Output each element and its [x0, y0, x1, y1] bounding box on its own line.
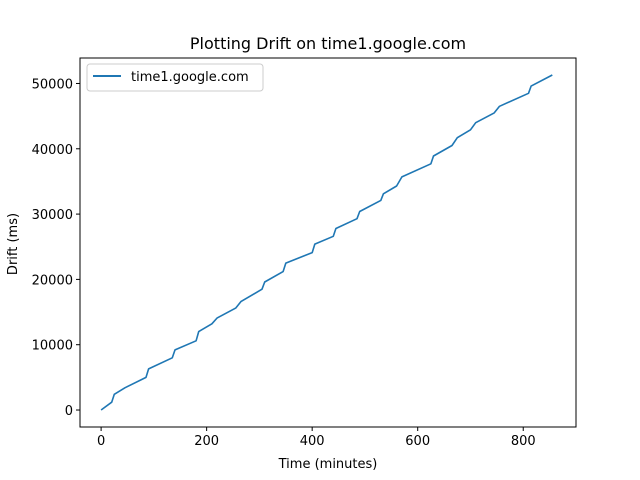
- y-tick-label: 20000: [32, 273, 73, 288]
- plot-frame: [79, 57, 577, 428]
- x-tick-label: 0: [97, 434, 105, 449]
- x-tick-label: 200: [194, 434, 219, 449]
- x-tick-label: 600: [405, 434, 430, 449]
- legend: time1.google.com: [86, 63, 264, 92]
- x-tick-label: 800: [511, 434, 536, 449]
- chart-title: Plotting Drift on time1.google.com: [190, 34, 466, 53]
- y-tick-label: 40000: [32, 143, 73, 158]
- y-tick-label: 50000: [32, 77, 73, 92]
- y-tick-label: 30000: [32, 208, 73, 223]
- plot-area: 0 200 400 600 800 0 10000 20000 30000 40000 50000: [32, 57, 577, 449]
- series-line-0: [100, 74, 553, 411]
- y-tick-label: 0: [65, 404, 73, 419]
- x-tick-label: 400: [300, 434, 325, 449]
- y-axis-label: Drift (ms): [6, 213, 21, 275]
- legend-box: [86, 63, 264, 92]
- x-axis-label: Time (minutes): [278, 457, 378, 472]
- y-tick-label: 10000: [32, 339, 73, 354]
- legend-label: time1.google.com: [131, 70, 249, 85]
